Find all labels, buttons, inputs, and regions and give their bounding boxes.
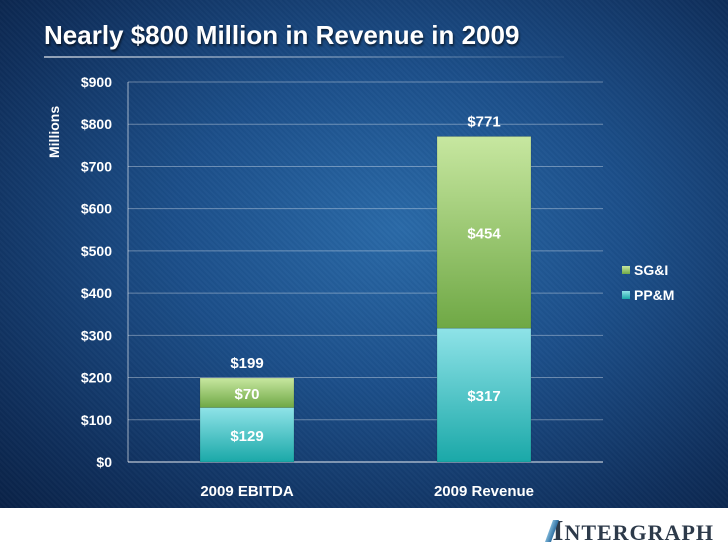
legend-label-ppm: PP&M	[634, 287, 674, 303]
y-tick-label: $100	[81, 412, 112, 428]
gridlines	[128, 81, 603, 463]
logo-rest: NTERGRAPH	[564, 520, 714, 545]
y-tick-label: $500	[81, 243, 112, 259]
total-label-1: $199	[230, 355, 263, 372]
y-tick-label: $200	[81, 370, 112, 386]
slide-background: Nearly $800 Million in Revenue in 2009 M…	[0, 0, 728, 508]
legend-swatch-sgi	[622, 266, 630, 274]
y-tick-label: $400	[81, 285, 112, 301]
y-tick-label: $900	[81, 74, 112, 90]
x-tick-label: 2009 EBITDA	[200, 483, 294, 500]
bar-sgi-2	[436, 136, 532, 329]
data-label-ppm-1: $129	[230, 428, 263, 445]
bar-ppm-1	[199, 407, 295, 463]
y-tick-label: $300	[81, 327, 112, 343]
legend-label-sgi: SG&I	[634, 262, 668, 278]
bars	[199, 136, 532, 463]
data-label-ppm-2: $317	[467, 388, 500, 405]
total-label-2: $771	[467, 113, 500, 130]
x-tick-label: 2009 Revenue	[434, 483, 534, 500]
footer-bar: INTERGRAPH	[0, 508, 728, 548]
data-label-sgi-2: $454	[467, 225, 501, 242]
data-labels: $129 $70 $199 2009 EBITDA $317 $454 $771 2009 R…	[200, 113, 534, 500]
legend-swatch-ppm	[622, 291, 630, 299]
y-tick-labels: $0 $100 $200 $300 $400 $500 $600 $700 $800 $900	[81, 74, 112, 470]
stacked-bar-chart: $0 $100 $200 $300 $400 $500 $600 $700 $800 $900 $1…	[81, 74, 674, 500]
intergraph-logo: INTERGRAPH	[544, 516, 714, 548]
logo-first-letter: I	[552, 516, 565, 547]
data-label-sgi-1: $70	[234, 386, 259, 403]
legend: SG&I PP&M	[622, 262, 674, 303]
bar-sgi-1	[199, 377, 295, 408]
y-tick-label: $700	[81, 158, 112, 174]
y-tick-label: $600	[81, 201, 112, 217]
title-underline	[44, 56, 564, 58]
y-tick-label: $0	[96, 454, 112, 470]
y-tick-label: $800	[81, 116, 112, 132]
page-title: Nearly $800 Million in Revenue in 2009	[44, 20, 520, 50]
bar-ppm-2	[436, 327, 532, 463]
